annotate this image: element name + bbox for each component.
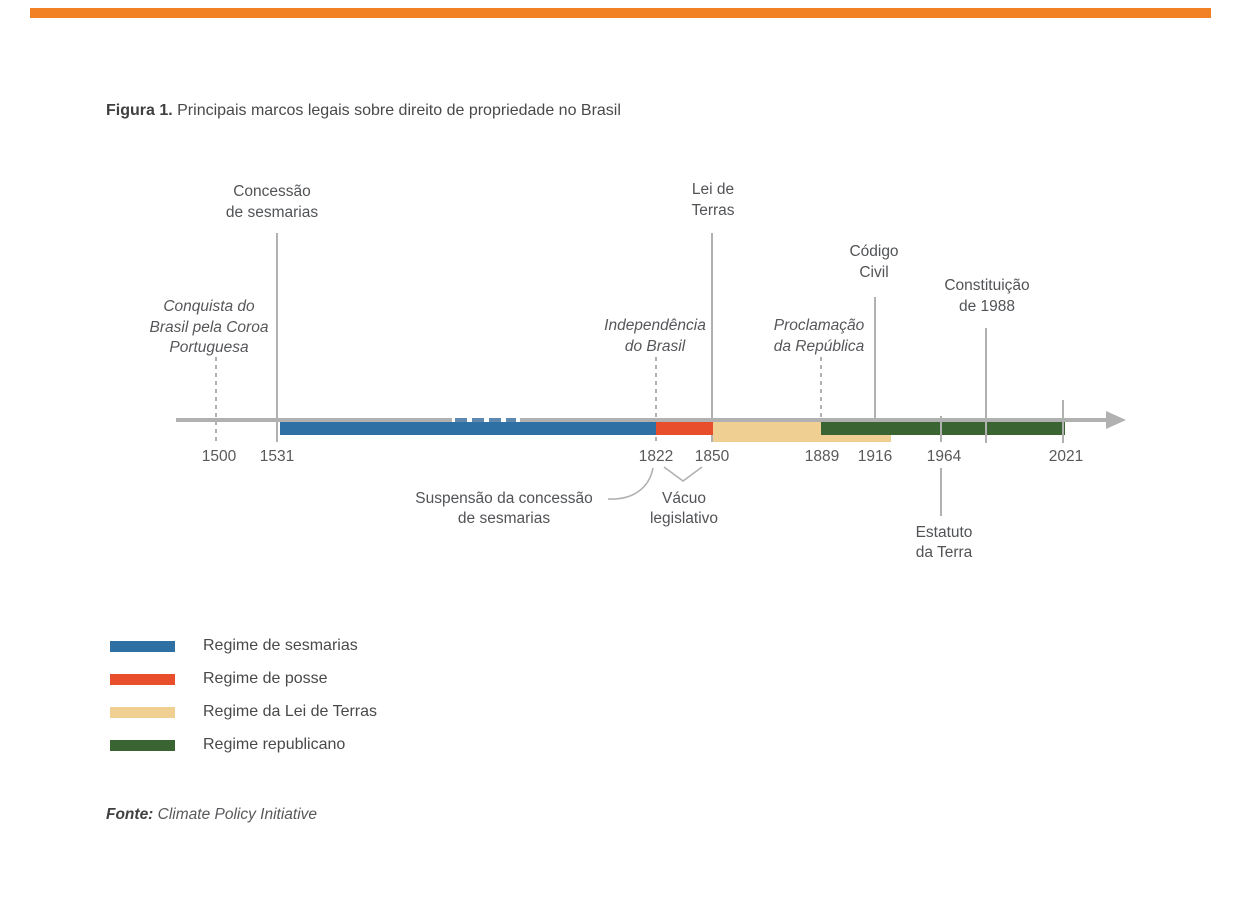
legend-label-posse: Regime de posse — [203, 670, 328, 687]
year-label-1889: 1889 — [804, 448, 840, 465]
legend-swatch-posse — [110, 673, 175, 685]
year-label-1964: 1964 — [926, 448, 962, 465]
dashed-marker-line-1500 — [215, 357, 217, 441]
label-constituicao-1988: Constituição de 1988 — [944, 277, 1030, 315]
figure-title-text: Principais marcos legais sobre direito d… — [172, 102, 621, 119]
label-codigo-civil: Código Civil — [849, 243, 899, 281]
timeline-axis-right — [520, 418, 1108, 422]
marker-line-1916 — [874, 297, 876, 442]
year-label-2021: 2021 — [1048, 448, 1084, 465]
leader-line-estatuto — [940, 468, 942, 516]
label-vacuo-legislativo: Vácuo legislativo — [649, 490, 719, 527]
bar-regime-sesmarias — [280, 422, 656, 435]
legend-label-lei-de-terras: Regime da Lei de Terras — [203, 703, 378, 720]
marker-line-1988 — [985, 328, 987, 443]
label-suspensao-concessao: Suspensão da concessão de sesmarias — [415, 490, 593, 527]
figure-number: Figura 1. — [106, 102, 173, 119]
legend-row: Regime da Lei de Terras — [110, 703, 378, 720]
bar-regime-posse — [656, 422, 713, 435]
label-conquista-do-brasil: Conquista do Brasil pela Coroa Portugues… — [149, 298, 269, 357]
legend-row: Regime de sesmarias — [110, 637, 358, 654]
timeline-axis-left — [176, 418, 452, 422]
top-accent-bar — [30, 8, 1211, 18]
axis-break-dash — [472, 418, 484, 422]
v-bracket-vacuo — [663, 466, 703, 482]
legend-row: Regime de posse — [110, 670, 328, 687]
label-independencia-do-brasil: Independência do Brasil — [604, 317, 706, 355]
label-lei-de-terras: Lei de Terras — [691, 181, 735, 219]
label-proclamacao-da-republica: Proclamação da República — [773, 317, 865, 355]
label-concessao-de-sesmarias: Concessão de sesmarias — [225, 183, 319, 221]
marker-line-1850 — [711, 233, 713, 442]
source-line: Fonte: Climate Policy Initiative — [106, 806, 317, 824]
bar-regime-republicano — [821, 422, 1065, 435]
year-label-1916: 1916 — [857, 448, 893, 465]
axis-arrow-icon — [1106, 411, 1126, 429]
annotation-connectors — [607, 466, 703, 500]
figure-title: Figura 1. Principais marcos legais sobre… — [106, 102, 621, 120]
dashed-marker-line-1822 — [655, 357, 657, 441]
source-text: Climate Policy Initiative — [153, 806, 318, 823]
year-label-1531: 1531 — [259, 448, 295, 465]
marker-line-1531 — [276, 233, 278, 442]
axis-break-dash — [506, 418, 516, 422]
axis-break-dash — [489, 418, 501, 422]
legend-label-republicano: Regime republicano — [203, 736, 346, 753]
curved-leader-suspensao — [607, 467, 654, 500]
axis-break-dash — [455, 418, 467, 422]
tick-1964 — [940, 416, 942, 442]
dashed-marker-line-1889 — [820, 357, 822, 441]
legend-row: Regime republicano — [110, 736, 346, 753]
year-label-1500: 1500 — [201, 448, 237, 465]
label-estatuto-da-terra: Estatuto da Terra — [915, 524, 973, 561]
legend-swatch-republicano — [110, 739, 175, 751]
tick-2021 — [1062, 400, 1064, 443]
legend-label-sesmarias: Regime de sesmarias — [203, 637, 358, 654]
source-prefix: Fonte: — [106, 806, 154, 823]
legend-swatch-lei-de-terras — [110, 706, 175, 718]
year-label-1822: 1822 — [638, 448, 674, 465]
legend-swatch-sesmarias — [110, 640, 175, 652]
year-label-1850: 1850 — [694, 448, 730, 465]
